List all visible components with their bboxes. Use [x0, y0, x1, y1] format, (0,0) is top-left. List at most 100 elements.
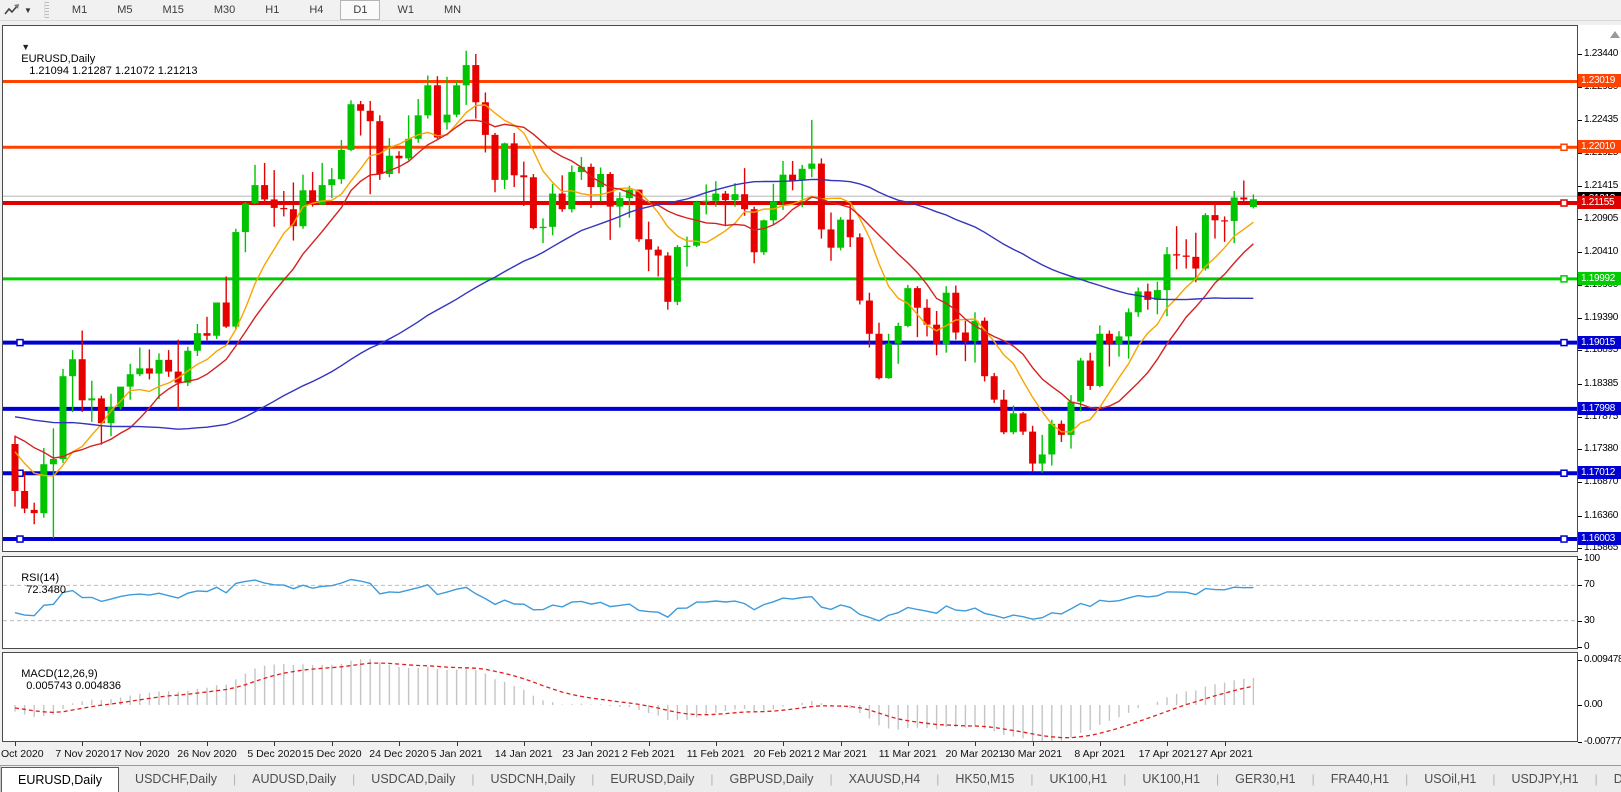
candle-body [913, 288, 921, 308]
candle-body [1096, 333, 1104, 386]
price-tick [1578, 54, 1582, 55]
timeframe-button-h1[interactable]: H1 [252, 0, 292, 20]
candle-body [1000, 399, 1008, 433]
level-price-badge: 1.16003 [1578, 532, 1621, 546]
candle-body [779, 174, 787, 202]
timeframe-toolbar: ▼ M1 M5 M15 M30 H1 H4 D1 W1 MN [0, 0, 1621, 21]
chart-tab-hk50-m15[interactable]: HK50,M15 [955, 772, 1015, 786]
timeframe-button-d1[interactable]: D1 [340, 0, 381, 20]
tab-separator: | [1216, 772, 1220, 786]
candle-body [88, 398, 96, 401]
tab-separator: | [233, 772, 237, 786]
chart-tab-ger30-h1[interactable]: GER30,H1 [1235, 772, 1296, 786]
chart-tab-xauusd-h4[interactable]: XAUUSD,H4 [848, 772, 921, 786]
tabs-container: EURUSD,Daily USDCHF,Daily | AUDUSD,Daily | US… [1, 766, 1621, 792]
chart-tab-eurusd-daily[interactable]: EURUSD,Daily [1, 767, 120, 792]
timeframe-button-w1[interactable]: W1 [384, 0, 427, 20]
date-tick [1032, 742, 1034, 746]
candlestick-chart-canvas[interactable] [3, 26, 1577, 551]
timeframe-button-mn[interactable]: MN [431, 0, 474, 20]
line-handle[interactable] [1560, 338, 1568, 347]
level-price-badge: 1.19015 [1578, 335, 1621, 349]
tab-separator: | [710, 772, 714, 786]
rsi-chart-canvas[interactable] [3, 557, 1577, 648]
toolbar-grip[interactable] [43, 2, 49, 18]
rsi-tick-label: 30 [1584, 614, 1595, 626]
tab-separator: | [352, 772, 356, 786]
tab-separator: | [1123, 772, 1127, 786]
price-chart-panel[interactable]: ▼ EURUSD,Daily 1.21094 1.21287 1.21072 1… [2, 25, 1578, 552]
date-tick [456, 742, 458, 746]
macd-indicator-panel[interactable]: MACD(12,26,9) 0.005743 0.004836 [2, 652, 1578, 742]
chart-tab-gbpusd-daily[interactable]: GBPUSD,Daily [729, 772, 814, 786]
price-tick-label: 1.18895 [1584, 344, 1619, 356]
chart-tab-usdcad-daily[interactable]: USDCAD,Daily [371, 772, 456, 786]
candle-body [865, 300, 873, 334]
chart-tab-eurusd-daily[interactable]: EURUSD,Daily [610, 772, 695, 786]
timeframe-button-m15[interactable]: M15 [149, 0, 196, 20]
line-handle[interactable] [1560, 469, 1568, 477]
slow-ma-line [14, 178, 1254, 430]
chart-tab-audusd-daily[interactable]: AUDUSD,Daily [252, 772, 337, 786]
chart-tab-usoil-h1[interactable]: USOil,H1 [1424, 772, 1477, 786]
medium-ma-line [14, 119, 1254, 459]
candle-body [357, 104, 365, 111]
line-handle[interactable] [1560, 143, 1568, 152]
chart-tool-button[interactable]: ▼ [0, 3, 38, 17]
chart-tab-usdcnh-daily[interactable]: USDCNH,Daily [490, 772, 576, 786]
candle-body [923, 307, 931, 325]
macd-signal-line [14, 662, 1254, 739]
date-tick [907, 742, 909, 746]
timeframe-button-m5[interactable]: M5 [104, 0, 145, 20]
line-handle[interactable] [1560, 275, 1568, 283]
chart-tab-usdchf-daily[interactable]: USDCHF,Daily [135, 772, 217, 786]
line-handle[interactable] [1560, 199, 1568, 207]
candle-body [184, 350, 192, 383]
date-label: 15 Dec 2020 [302, 748, 362, 760]
chart-symbol-label: EURUSD,Daily [21, 53, 96, 65]
chart-tab-uk100-h1[interactable]: UK100,H1 [1049, 772, 1108, 786]
date-label: 5 Jan 2021 [430, 748, 483, 760]
macd-tick-label: 0.009478 [1584, 654, 1621, 666]
macd-histogram [14, 658, 1255, 741]
chart-tab-usdjpy-h1[interactable]: USDJPY,H1 [1511, 772, 1579, 786]
line-handle[interactable] [16, 535, 24, 543]
candle-body [798, 168, 806, 181]
timeframe-button-m1[interactable]: M1 [59, 0, 100, 20]
timeframe-button-h4[interactable]: H4 [296, 0, 336, 20]
candle-body [760, 220, 768, 253]
candle-body [49, 459, 57, 465]
candle-body [59, 376, 67, 460]
date-label: 23 Jan 2021 [562, 748, 620, 760]
date-label: 2 Feb 2021 [622, 748, 676, 760]
rsi-line [14, 578, 1254, 622]
line-handle[interactable] [1560, 535, 1568, 543]
candle-body [1057, 423, 1065, 435]
candle-body [1019, 413, 1027, 432]
candle-body [1163, 254, 1171, 291]
candle-body [577, 166, 585, 173]
chart-tab-fra40-h1[interactable]: FRA40,H1 [1330, 772, 1390, 786]
chart-collapse-arrow[interactable]: ▼ [21, 42, 31, 52]
date-label: 8 Apr 2021 [1074, 748, 1126, 760]
price-axis[interactable]: 1.234401.229301.224351.219251.214151.209… [1578, 25, 1621, 747]
candle-body [789, 174, 797, 181]
candle-body [693, 202, 701, 246]
line-handle[interactable] [16, 338, 24, 347]
tab-separator: | [1405, 772, 1409, 786]
date-tick [1167, 742, 1168, 746]
chart-tab-dj30-weekly[interactable]: DJ30,Weekly [1598, 766, 1621, 792]
candle-body [11, 444, 19, 491]
candle-body [549, 193, 557, 227]
tool-dropdown-caret[interactable]: ▼ [24, 5, 32, 15]
macd-chart-canvas[interactable] [3, 653, 1577, 741]
candle-body [769, 201, 777, 221]
candle-body [21, 490, 29, 509]
chart-tab-uk100-h1[interactable]: UK100,H1 [1142, 772, 1201, 786]
timeframe-button-m30[interactable]: M30 [201, 0, 248, 20]
candle-body [69, 359, 77, 377]
candle-body [1134, 291, 1142, 313]
candle-body [165, 359, 173, 372]
rsi-indicator-panel[interactable]: RSI(14) 72.3480 [2, 556, 1578, 649]
